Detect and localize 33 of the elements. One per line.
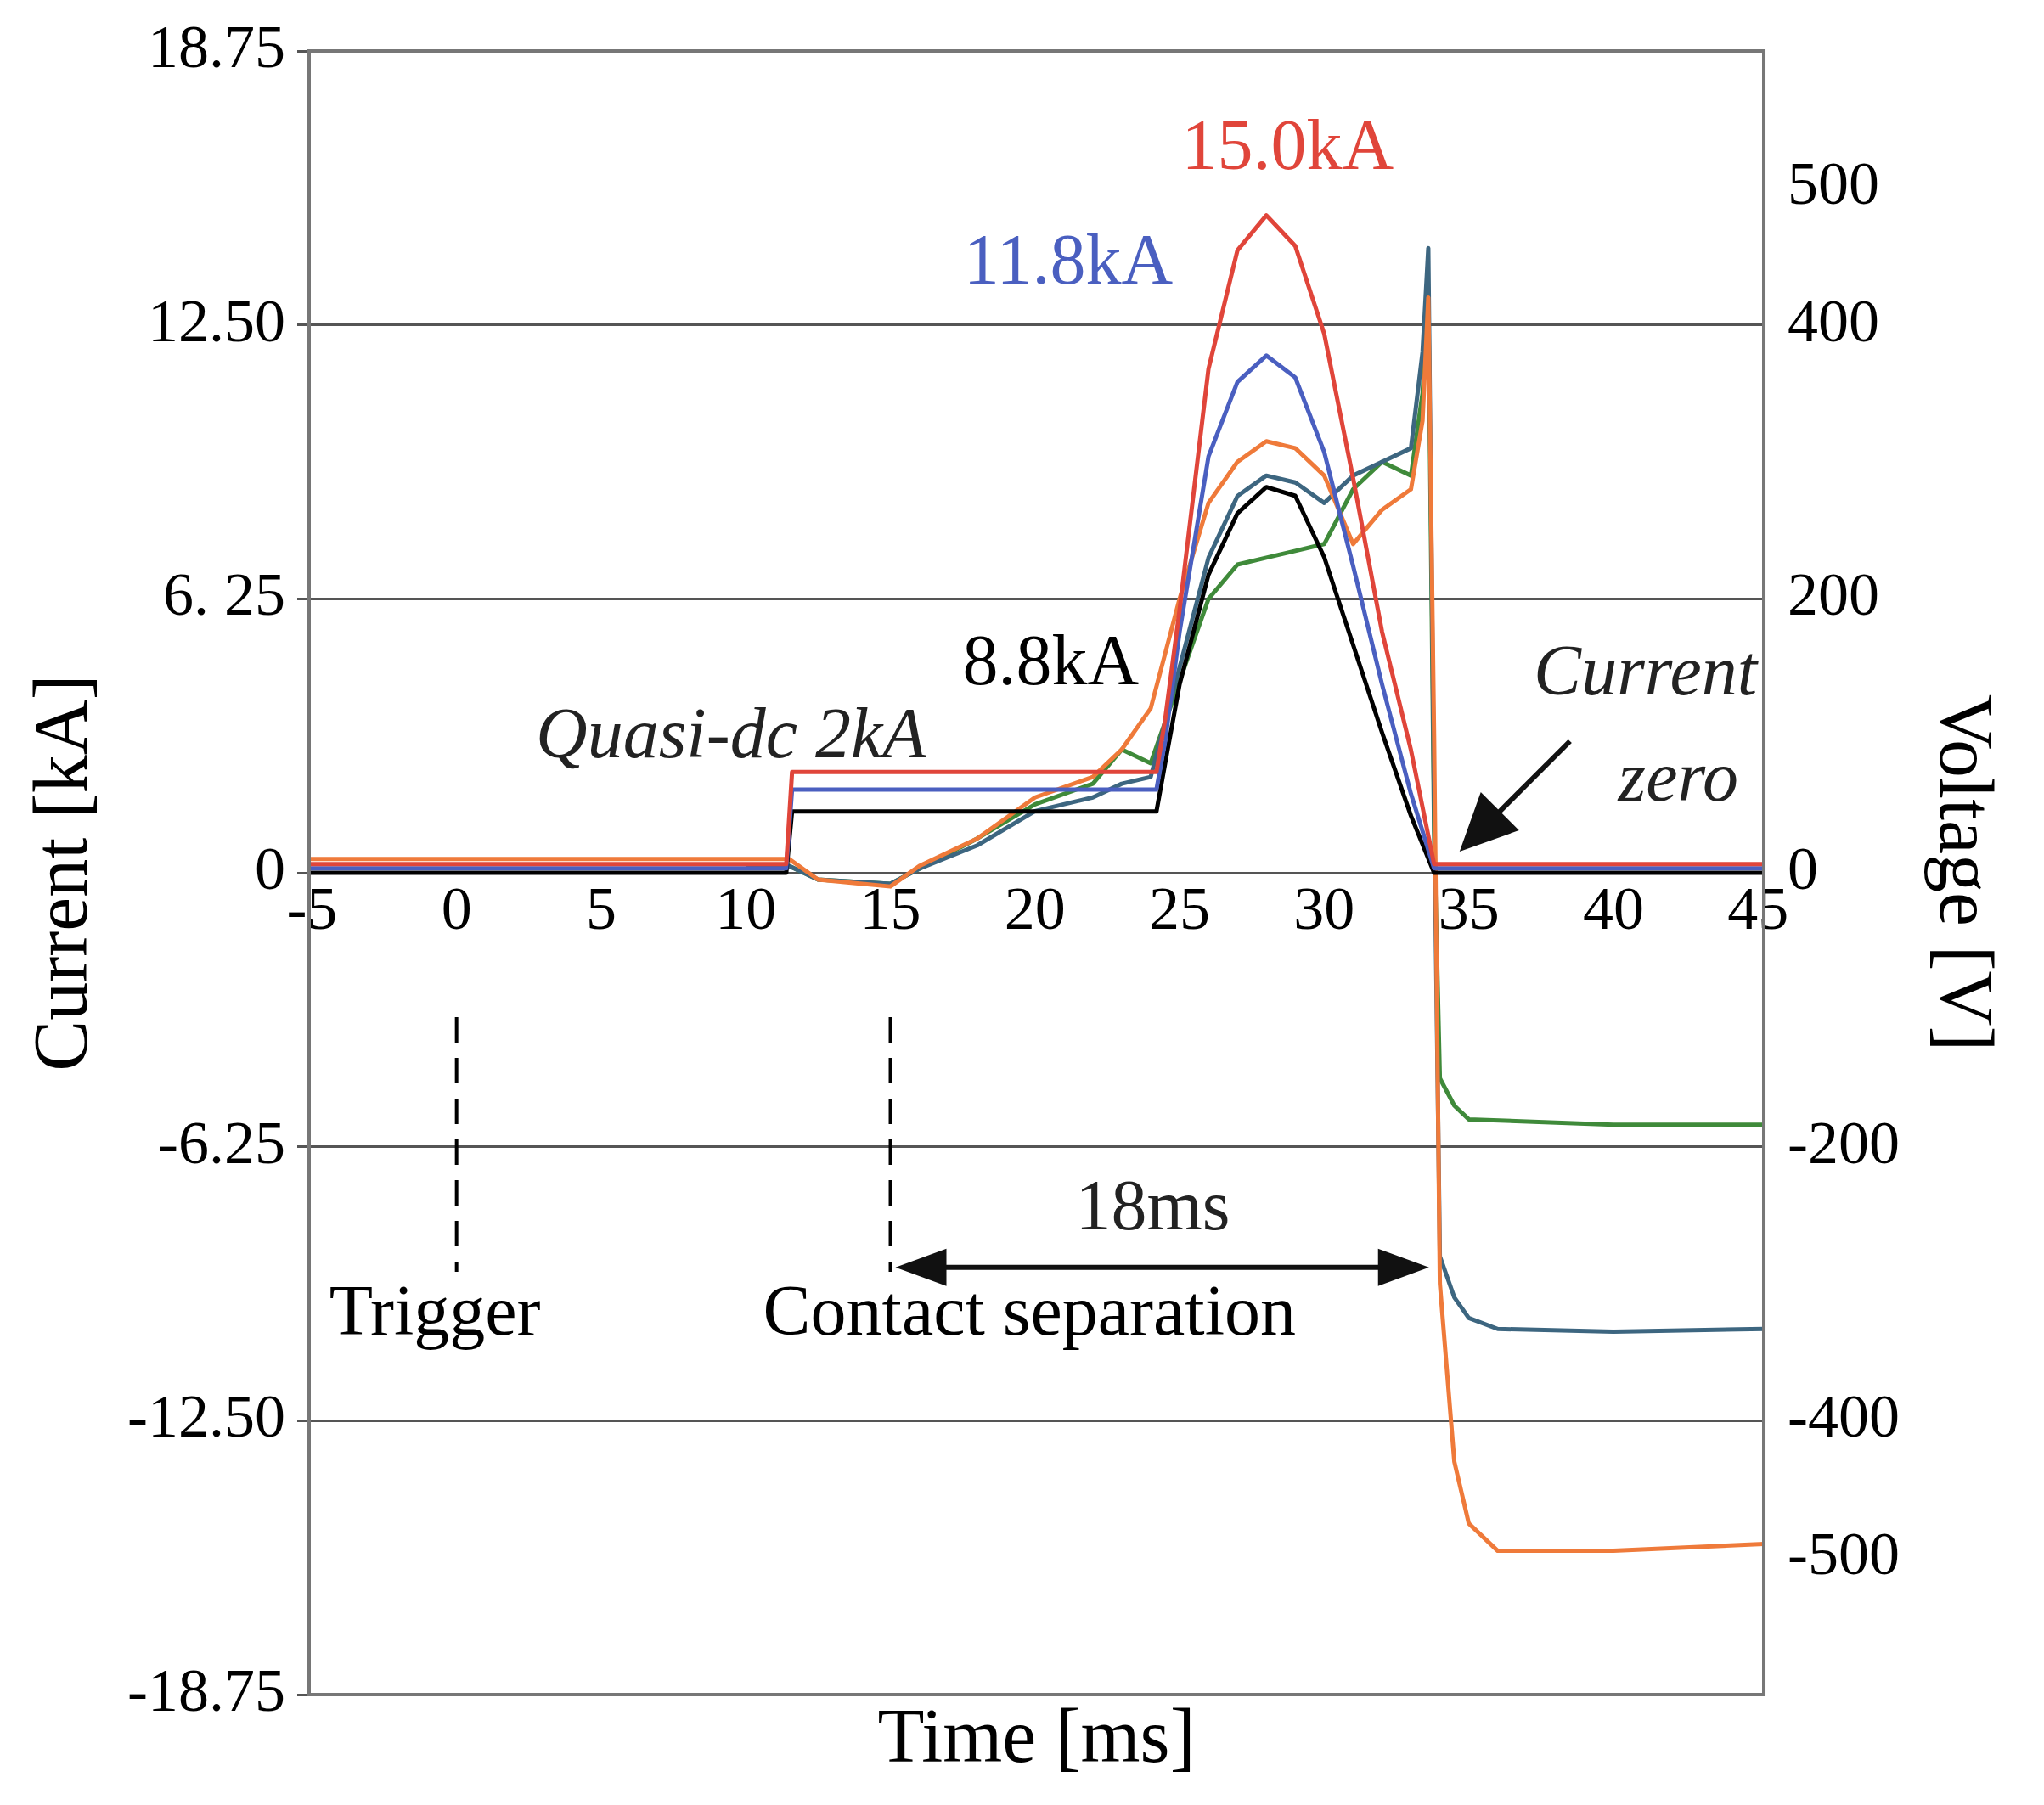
ref-line-label: Contact separation — [763, 1271, 1296, 1351]
x-tick-label: -5 — [286, 874, 338, 943]
x-tick-label: 15 — [859, 874, 921, 943]
x-tick-label: 0 — [441, 874, 472, 943]
series-label: 8.8kA — [962, 620, 1140, 700]
y2-axis-title: Voltage [V] — [1924, 694, 2009, 1052]
y2-tick-label: 200 — [1788, 560, 1880, 629]
annotation: 18ms — [1075, 1166, 1230, 1246]
y2-tick-label: -400 — [1788, 1382, 1900, 1451]
y2-tick-label: 400 — [1788, 286, 1880, 355]
annotation: Quasi-dc 2kA — [535, 694, 927, 773]
y-tick-label: -12.50 — [127, 1382, 285, 1451]
y-tick-label: -18.75 — [127, 1656, 285, 1724]
x-tick-label: 25 — [1149, 874, 1211, 943]
x-tick-label: 30 — [1293, 874, 1355, 943]
y-tick-label: 12.50 — [147, 286, 285, 355]
y-axis-title: Current [kA] — [18, 674, 103, 1071]
x-tick-label: 5 — [585, 874, 617, 943]
annotation: Current zero — [1534, 631, 1760, 816]
x-tick-label: 35 — [1438, 874, 1500, 943]
y-tick-label: 18.75 — [147, 12, 285, 81]
x-tick-label: 10 — [715, 874, 777, 943]
y2-tick-label: -500 — [1788, 1519, 1900, 1588]
x-axis-title: Time [ms] — [877, 1693, 1196, 1778]
y-tick-label: -6.25 — [157, 1108, 285, 1177]
series-label: 11.8kA — [963, 219, 1174, 299]
ref-line-label: Trigger — [329, 1271, 541, 1351]
x-tick-label: 20 — [1004, 874, 1066, 943]
y-tick-label: 6. 25 — [162, 560, 285, 629]
y2-tick-label: -200 — [1788, 1108, 1900, 1177]
x-tick-label: 40 — [1582, 874, 1644, 943]
y2-tick-label: 500 — [1788, 149, 1880, 218]
series-label: 15.0kA — [1181, 104, 1394, 184]
